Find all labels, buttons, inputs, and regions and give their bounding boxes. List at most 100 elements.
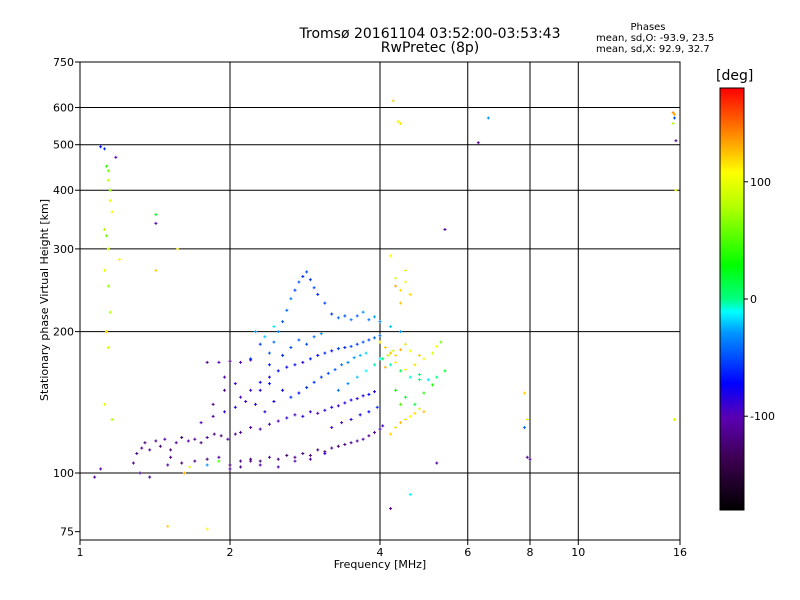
data-point — [217, 455, 221, 459]
data-point — [267, 422, 271, 426]
data-point — [93, 475, 97, 479]
y-tick-label: 200 — [53, 326, 74, 339]
data-point — [525, 455, 529, 459]
data-point — [239, 395, 243, 399]
data-point — [108, 310, 112, 314]
data-point — [408, 292, 412, 296]
data-point — [396, 120, 400, 124]
data-point — [211, 414, 215, 418]
data-point — [408, 414, 412, 418]
data-point — [169, 448, 173, 452]
data-point — [403, 417, 407, 421]
data-point — [364, 369, 368, 373]
data-point — [244, 399, 248, 403]
data-point — [249, 388, 253, 392]
data-point — [408, 375, 412, 379]
data-point — [355, 439, 359, 443]
data-point — [258, 463, 262, 467]
data-point — [417, 378, 421, 382]
data-point — [408, 492, 412, 496]
data-point — [403, 395, 407, 399]
data-point — [323, 301, 327, 305]
data-point — [355, 342, 359, 346]
data-point — [140, 446, 144, 450]
data-point — [671, 111, 675, 115]
data-point — [413, 402, 417, 406]
data-point — [228, 463, 232, 467]
data-point — [394, 360, 398, 364]
data-point — [223, 410, 227, 414]
data-point — [336, 316, 340, 320]
data-point — [435, 461, 439, 465]
data-point — [293, 288, 297, 292]
data-point — [186, 439, 190, 443]
data-point — [276, 330, 280, 334]
data-point — [349, 344, 353, 348]
data-point — [312, 286, 316, 290]
data-point — [389, 432, 393, 436]
data-point — [381, 424, 385, 428]
data-point — [394, 276, 398, 280]
data-point — [323, 408, 327, 412]
data-point — [316, 411, 320, 415]
data-point — [523, 391, 527, 395]
data-point — [525, 417, 529, 421]
data-point — [673, 112, 677, 116]
data-point — [267, 382, 271, 386]
data-point — [308, 357, 312, 361]
colorbar-tick-label: -100 — [750, 410, 775, 423]
data-point — [373, 430, 377, 434]
data-point — [106, 247, 110, 251]
data-point — [333, 368, 337, 372]
data-point — [316, 448, 320, 452]
data-point — [166, 463, 170, 467]
data-point — [239, 465, 243, 469]
data-point — [417, 353, 421, 357]
data-point — [308, 410, 312, 414]
data-point — [358, 413, 362, 417]
y-tick-label: 750 — [53, 56, 74, 69]
data-point — [394, 388, 398, 392]
y-tick-label: 500 — [53, 139, 74, 152]
data-point — [233, 382, 237, 386]
colorbar — [719, 87, 745, 511]
data-point — [426, 378, 430, 382]
data-point — [285, 308, 289, 312]
data-point — [267, 363, 271, 367]
data-point — [305, 386, 309, 390]
data-point — [281, 388, 285, 392]
data-point — [110, 210, 114, 214]
data-point — [131, 461, 135, 465]
data-point — [403, 280, 407, 284]
data-point — [355, 397, 359, 401]
chart-title: Tromsø 20161104 03:52:00-03:53:43 — [299, 26, 561, 42]
data-point — [106, 284, 110, 288]
phase-stats-o: mean, sd,O: -93.9, 23.5 — [596, 33, 715, 44]
data-point — [486, 116, 490, 120]
x-tick-label: 8 — [527, 546, 534, 559]
data-point — [258, 342, 262, 346]
data-point — [408, 349, 412, 353]
data-point — [114, 155, 118, 159]
data-point — [258, 380, 262, 384]
data-point — [205, 436, 209, 440]
data-point — [285, 416, 289, 420]
data-point — [330, 312, 334, 316]
data-point — [330, 349, 334, 353]
data-point — [253, 330, 257, 334]
data-point — [671, 121, 675, 125]
data-point — [349, 318, 353, 322]
x-tick-label: 16 — [673, 546, 687, 559]
data-point — [253, 402, 257, 406]
data-point — [108, 188, 112, 192]
data-point — [403, 268, 407, 272]
data-point — [174, 441, 178, 445]
data-point — [431, 383, 435, 387]
data-point — [267, 375, 271, 379]
data-point — [249, 459, 253, 463]
colorbar-tick-label: 100 — [750, 176, 771, 189]
data-point — [394, 425, 398, 429]
data-point — [297, 280, 301, 284]
data-point — [285, 453, 289, 457]
data-point — [355, 314, 359, 318]
